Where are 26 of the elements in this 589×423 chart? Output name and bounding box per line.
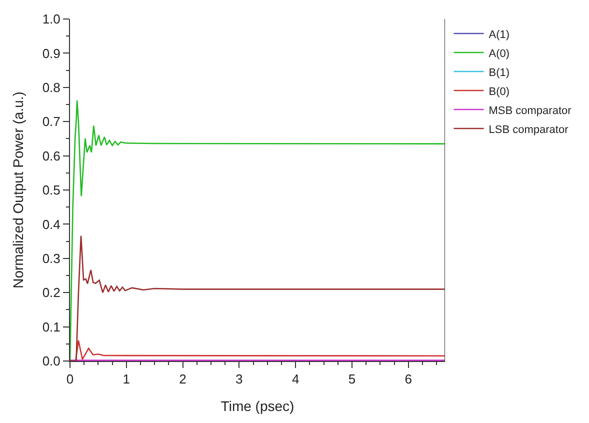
legend-label: MSB comparator <box>488 104 572 117</box>
x-tick-label: 3 <box>236 372 243 387</box>
y-tick-label: 0.7 <box>42 114 60 130</box>
x-tick-label: 0 <box>66 372 74 387</box>
y-tick-label: 1.0 <box>42 12 60 27</box>
legend-label: A(0) <box>488 48 510 60</box>
legend-label: B(0) <box>488 86 510 98</box>
y-tick-label: 0.2 <box>42 285 60 300</box>
x-tick-label: 2 <box>179 372 186 387</box>
y-tick-label: 0.9 <box>42 46 60 61</box>
y-tick-label: 0.6 <box>42 148 60 164</box>
y-tick-label: 0.3 <box>42 250 60 266</box>
legend-label: A(1) <box>488 28 510 41</box>
x-tick-label: 4 <box>292 372 300 387</box>
y-axis-title: Normalized Output Power (a.u.) <box>10 92 26 288</box>
y-tick-label: 0.4 <box>42 216 60 232</box>
x-axis-title: Time (psec) <box>220 398 294 414</box>
y-tick-label: 0.0 <box>42 354 60 369</box>
x-tick-label: 5 <box>348 372 356 387</box>
y-tick-label: 0.5 <box>42 182 60 198</box>
legend-label: B(1) <box>488 66 510 79</box>
y-tick-label: 0.1 <box>42 319 60 334</box>
y-tick-label: 0.8 <box>42 80 60 95</box>
x-tick-label: 1 <box>122 372 130 387</box>
legend-label: LSB comparator <box>488 124 569 136</box>
x-tick-label: 6 <box>404 372 412 387</box>
